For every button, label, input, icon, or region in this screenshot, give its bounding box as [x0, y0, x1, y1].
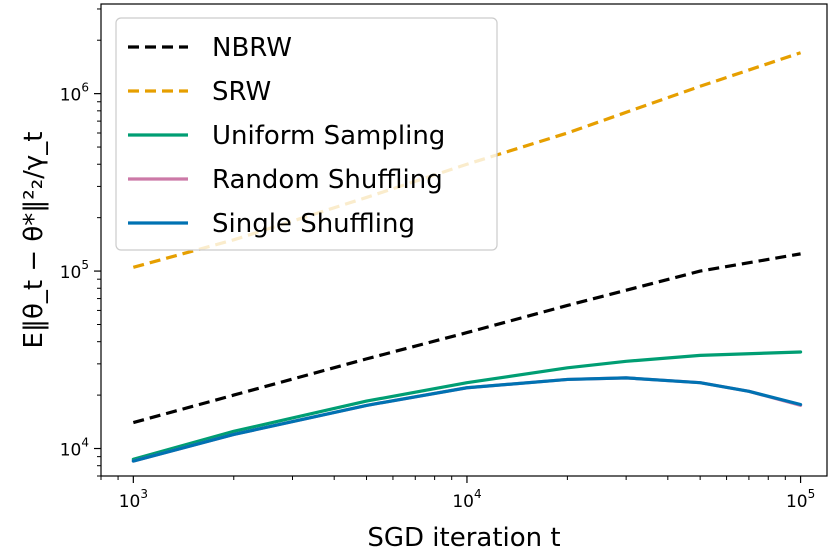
x-tick-label: 105 — [786, 487, 815, 512]
y-tick-label: 105 — [60, 258, 89, 283]
y-axis-ticks: 104 105 106 — [60, 8, 101, 477]
series-line-nbrw — [132, 252, 801, 425]
plot-frame — [100, 3, 828, 477]
y-tick-label: 106 — [60, 81, 89, 106]
legend-label: Single Shuffling — [212, 209, 415, 239]
legend: NBRW SRW Uniform Sampling Random Shuffling S… — [115, 17, 498, 251]
y-tick-label: 104 — [60, 436, 89, 461]
x-tick-label: 104 — [452, 487, 481, 512]
series-line-random-shuffling — [131, 376, 803, 463]
series-line-uniform-sampling — [131, 350, 803, 461]
legend-label: SRW — [212, 77, 271, 107]
x-tick-label: 103 — [119, 487, 148, 512]
x-axis-label: SGD iteration t — [367, 523, 560, 549]
legend-label: NBRW — [212, 33, 292, 63]
x-axis-ticks: 103 104 105 — [100, 476, 815, 512]
legend-box — [115, 17, 498, 251]
y-axis-label: E‖θ_t − θ*‖²₂/γ_t — [19, 132, 49, 349]
legend-label: Random Shuffling — [212, 165, 443, 195]
series-line-single-shuffling — [131, 376, 803, 463]
legend-label: Uniform Sampling — [212, 121, 445, 151]
